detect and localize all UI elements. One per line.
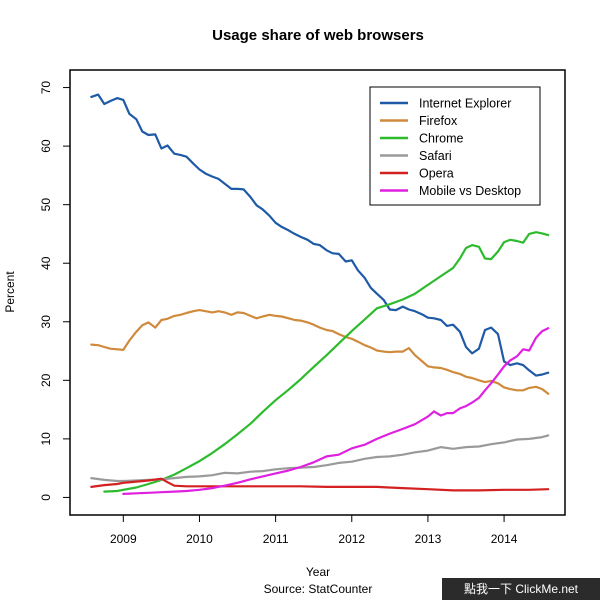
- x-tick-label: 2011: [263, 532, 289, 546]
- series-line-safari: [90, 434, 550, 483]
- legend: Internet Explorer Firefox Chrome Safari Oper…: [369, 86, 541, 206]
- x-tick-label: 2010: [186, 532, 213, 546]
- y-tick-label: 50: [39, 198, 53, 212]
- y-tick-label: 30: [39, 315, 53, 329]
- watermark-badge[interactable]: 點我一下 ClickMe.net: [442, 578, 600, 600]
- y-tick-label: 60: [39, 139, 53, 153]
- series-line-mobile-vs-desktop: [122, 327, 550, 495]
- legend-label: Opera: [419, 167, 454, 181]
- legend-label: Internet Explorer: [419, 97, 511, 111]
- x-tick-label: 2013: [415, 532, 442, 546]
- y-tick-label: 20: [39, 373, 53, 387]
- plot-frame: [69, 69, 566, 516]
- x-tick-label: 2009: [110, 532, 137, 546]
- series-line-internet-explorer: [90, 93, 550, 377]
- y-axis-label: Percent: [3, 271, 17, 313]
- y-tick-label: 0: [39, 494, 53, 501]
- y-tick-label: 40: [39, 256, 53, 270]
- x-tick-label: 2014: [491, 532, 518, 546]
- series-layer: [90, 93, 550, 495]
- legend-label: Mobile vs Desktop: [419, 184, 521, 198]
- legend-box: [369, 86, 541, 206]
- chart-title: Usage share of web browsers: [212, 27, 424, 44]
- legend-label: Chrome: [419, 132, 464, 146]
- y-tick-label: 10: [39, 432, 53, 446]
- axes: 2009 2010 2011 2012 2013 2014 0 10 20 30 40 50 60 70: [39, 81, 518, 546]
- series-line-chrome: [103, 231, 550, 493]
- x-tick-label: 2012: [338, 532, 365, 546]
- legend-label: Firefox: [419, 114, 458, 128]
- y-tick-label: 70: [39, 81, 53, 95]
- series-line-firefox: [90, 309, 550, 395]
- x-axis-label: Year: [306, 565, 330, 579]
- legend-label: Safari: [419, 149, 452, 163]
- source-note: Source: StatCounter: [264, 582, 373, 596]
- series-line-opera: [90, 477, 550, 492]
